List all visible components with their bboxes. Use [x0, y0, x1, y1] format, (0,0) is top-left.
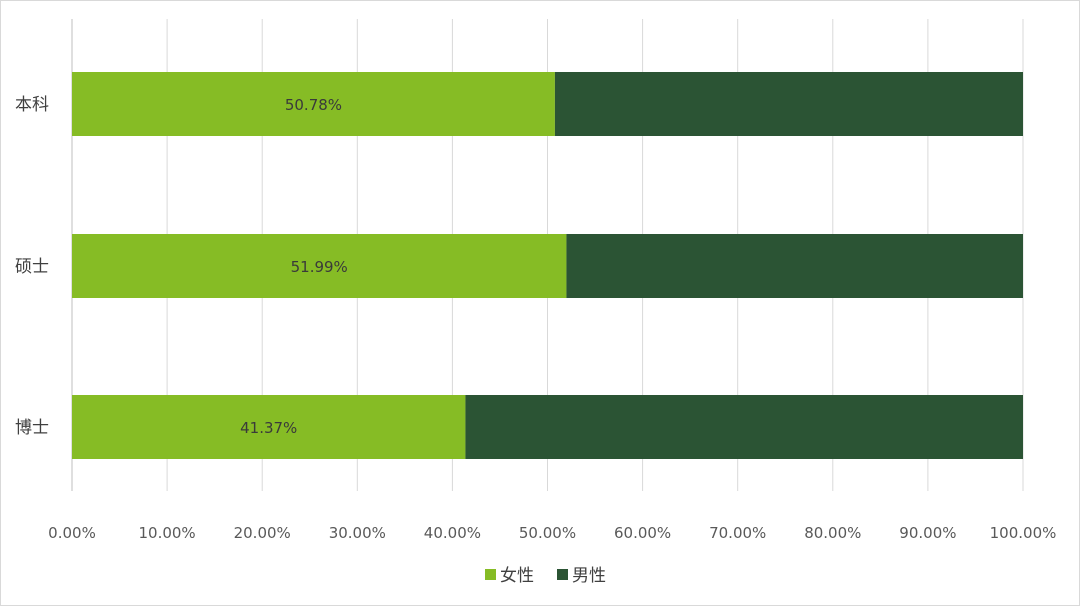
- x-tick-label: 30.00%: [329, 524, 386, 542]
- x-tick-label: 50.00%: [519, 524, 576, 542]
- legend-swatch-female: [485, 569, 496, 580]
- legend: 女性 男性: [485, 566, 606, 586]
- data-label: 51.99%: [291, 258, 348, 276]
- bar-female-2: [72, 395, 466, 459]
- bar-female-1: [72, 234, 567, 298]
- bar-male-0: [554, 72, 1023, 136]
- data-label: 50.78%: [285, 96, 342, 114]
- bar-male-1: [566, 234, 1023, 298]
- x-tick-label: 20.00%: [234, 524, 291, 542]
- bar-male-2: [465, 395, 1023, 459]
- legend-label-male: 男性: [572, 566, 606, 586]
- category-label: 本科: [15, 95, 49, 115]
- category-label: 博士: [15, 418, 49, 438]
- x-tick-label: 100.00%: [990, 524, 1057, 542]
- legend-label-female: 女性: [500, 566, 534, 586]
- x-tick-label: 0.00%: [48, 524, 96, 542]
- legend-swatch-male: [557, 569, 568, 580]
- x-tick-label: 90.00%: [899, 524, 956, 542]
- x-tick-label: 60.00%: [614, 524, 671, 542]
- category-label: 硕士: [15, 257, 49, 277]
- labels: 0.00% 10.00% 20.00% 30.00% 40.00% 50.00% 60.00…: [15, 95, 1056, 542]
- bars: [72, 72, 1023, 459]
- x-tick-label: 70.00%: [709, 524, 766, 542]
- x-tick-label: 10.00%: [138, 524, 195, 542]
- x-tick-label: 80.00%: [804, 524, 861, 542]
- data-label: 41.37%: [240, 419, 297, 437]
- x-tick-label: 40.00%: [424, 524, 481, 542]
- bar-female-0: [72, 72, 555, 136]
